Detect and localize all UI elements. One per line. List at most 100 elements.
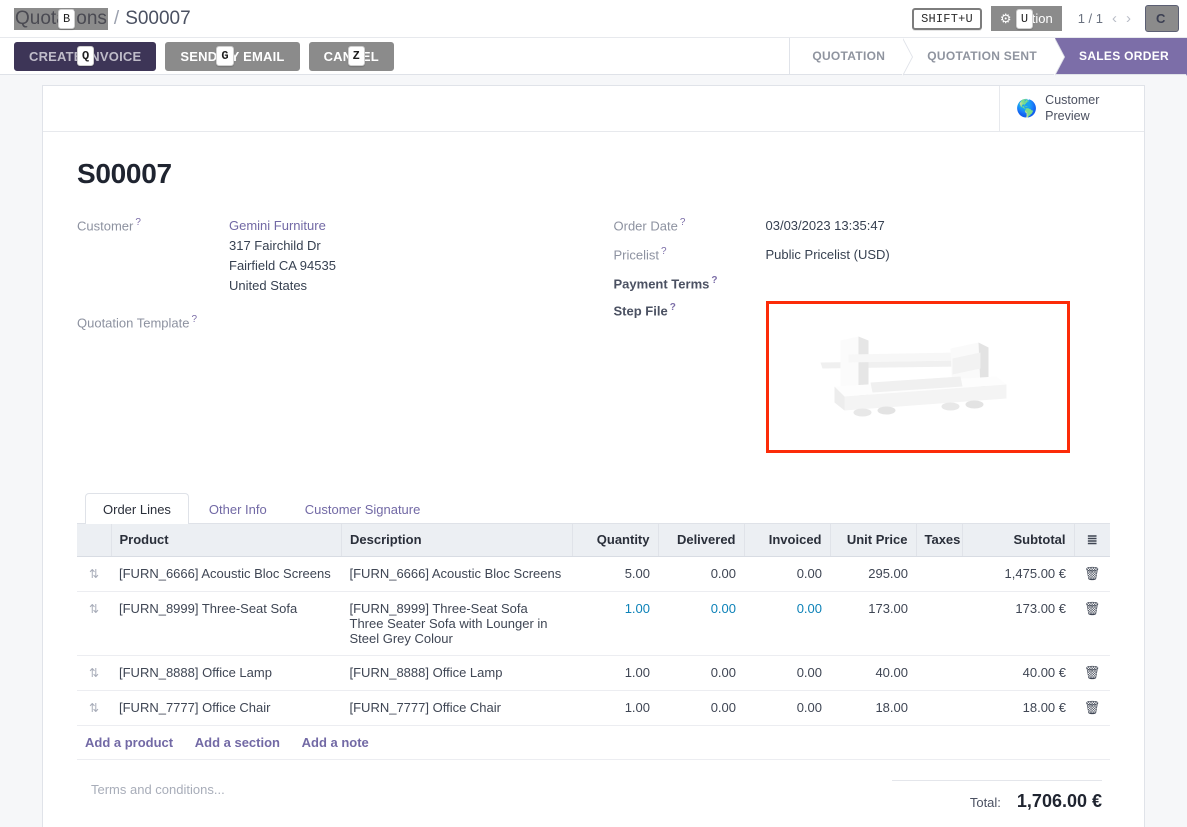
accesskey-hint-create-invoice: Q [77, 46, 95, 66]
send-by-email-button[interactable]: SEND BY EMAIL G [165, 41, 300, 71]
help-icon-step-file[interactable]: ? [669, 301, 676, 313]
breadcrumb-current: S00007 [125, 7, 191, 29]
pager-count: 1 / 1 [1077, 11, 1103, 26]
form-sheet: 🌎 Customer Preview S00007 Customer? Gemi… [42, 85, 1145, 827]
delete-row-icon[interactable]: 🗑 [1074, 690, 1110, 726]
shortcut-pill: SHIFT+U [912, 7, 982, 30]
cell-invoiced[interactable]: 0.00 [744, 556, 830, 592]
cell-delivered[interactable]: 0.00 [658, 690, 744, 726]
delete-row-icon[interactable]: 🗑 [1074, 655, 1110, 691]
add-line-cell: Add a product Add a section Add a note [77, 725, 1110, 760]
cell-product[interactable]: [FURN_7777] Office Chair [111, 690, 342, 726]
row-drag-handle[interactable]: ⇅ [77, 690, 111, 726]
help-icon-order-date[interactable]: ? [679, 217, 686, 228]
col-product: Product [111, 523, 342, 557]
action-menu-button[interactable]: ⚙ Action U [990, 6, 1062, 31]
field-quotation-template-label-text: Quotation Template [77, 314, 190, 330]
cell-quantity[interactable]: 5.00 [572, 556, 658, 592]
cell-delivered[interactable]: 0.00 [658, 591, 744, 656]
cell-unit-price[interactable]: 173.00 [830, 591, 916, 656]
column-options-icon[interactable]: ≣ [1074, 523, 1110, 557]
cell-description[interactable]: [FURN_8999] Three-Seat Sofa Three Seater… [341, 591, 572, 656]
col-invoiced: Invoiced [744, 523, 831, 557]
help-icon-customer[interactable]: ? [135, 217, 141, 228]
row-drag-handle[interactable]: ⇅ [77, 655, 111, 691]
col-delivered: Delivered [658, 523, 745, 557]
cell-unit-price[interactable]: 40.00 [830, 655, 916, 691]
edge-cut-button[interactable]: C [1145, 5, 1179, 32]
table-row[interactable]: ⇅ [FURN_8999] Three-Seat Sofa [FURN_8999… [77, 591, 1110, 656]
breadcrumb-parent-quotations[interactable]: Quotations B [14, 7, 108, 30]
help-icon-pricelist[interactable]: ? [661, 246, 667, 258]
step-file-3d-viewer[interactable] [765, 300, 1070, 453]
help-icon-quotation-template[interactable]: ? [191, 313, 198, 325]
field-pricelist-value[interactable]: Public Pricelist (USD) [765, 247, 890, 263]
delete-row-icon[interactable]: 🗑 [1074, 556, 1110, 592]
cell-taxes[interactable] [916, 556, 962, 592]
cell-quantity[interactable]: 1.00 [572, 655, 658, 691]
status-bar: QUOTATION QUOTATION SENT SALES ORDER [789, 38, 1187, 76]
breadcrumb: Quotations B / S00007 [14, 7, 191, 30]
add-a-product-link[interactable]: Add a product [85, 734, 174, 750]
customer-link[interactable]: Gemini Furniture [229, 218, 326, 233]
cell-invoiced[interactable]: 0.00 [744, 591, 830, 656]
cell-quantity[interactable]: 1.00 [572, 690, 658, 726]
accesskey-hint-send-email: G [216, 46, 234, 66]
cancel-button[interactable]: CANCEL Z [308, 41, 394, 71]
cell-delivered[interactable]: 0.00 [658, 655, 744, 691]
cell-unit-price[interactable]: 18.00 [830, 690, 916, 726]
field-pricelist-label-text: Pricelist [613, 247, 660, 263]
cell-product[interactable]: [FURN_8999] Three-Seat Sofa [111, 591, 342, 656]
cell-invoiced[interactable]: 0.00 [744, 690, 830, 726]
terms-and-conditions-input[interactable]: Terms and conditions... [91, 781, 225, 797]
accesskey-hint-breadcrumb: B [58, 8, 76, 29]
create-invoice-button[interactable]: CREATE INVOICE Q [14, 41, 157, 71]
cell-taxes[interactable] [916, 655, 962, 691]
drag-handle-icon: ⇅ [88, 566, 100, 581]
delete-row-icon[interactable]: 🗑 [1074, 591, 1110, 656]
smart-button-box: 🌎 Customer Preview [43, 86, 1144, 132]
cell-description[interactable]: [FURN_6666] Acoustic Bloc Screens [341, 556, 572, 592]
status-step-quotation[interactable]: QUOTATION [790, 38, 914, 76]
table-row[interactable]: ⇅ [FURN_7777] Office Chair [FURN_7777] O… [77, 690, 1110, 726]
notebook: Order Lines Other Info Customer Signatur… [77, 492, 1110, 812]
row-drag-handle[interactable]: ⇅ [77, 556, 111, 592]
cell-taxes[interactable] [916, 690, 962, 726]
cell-description[interactable]: [FURN_7777] Office Chair [341, 690, 572, 726]
order-lines-header-row: Product Description Quantity Delivered I… [77, 523, 1110, 557]
cell-delivered[interactable]: 0.00 [658, 556, 744, 592]
cell-invoiced[interactable]: 0.00 [744, 655, 830, 691]
help-icon-payment-terms[interactable]: ? [711, 275, 718, 287]
col-unit-price: Unit Price [830, 523, 917, 557]
status-step-sales-order[interactable]: SALES ORDER [1055, 38, 1187, 76]
cell-subtotal: 1,475.00 € [962, 556, 1074, 592]
cell-description[interactable]: [FURN_8888] Office Lamp [341, 655, 572, 691]
status-step-quotation-sent[interactable]: QUOTATION SENT [903, 38, 1065, 76]
tab-other-info[interactable]: Other Info [191, 493, 285, 524]
tab-other-info-label: Other Info [208, 501, 267, 517]
cell-taxes[interactable] [916, 591, 962, 656]
customer-address-line1: 317 Fairchild Dr [229, 238, 321, 254]
table-row[interactable]: ⇅ [FURN_8888] Office Lamp [FURN_8888] Of… [77, 655, 1110, 691]
drag-handle-icon: ⇅ [88, 700, 100, 715]
add-a-section-link[interactable]: Add a section [194, 734, 280, 750]
pager-next-icon[interactable]: › [1126, 10, 1131, 27]
cell-quantity[interactable]: 1.00 [572, 591, 658, 656]
add-a-note-link[interactable]: Add a note [301, 734, 369, 750]
pager-previous-icon[interactable]: ‹ [1112, 10, 1117, 27]
cell-unit-price[interactable]: 295.00 [830, 556, 916, 592]
cell-description-main: [FURN_8999] Three-Seat Sofa [349, 600, 528, 616]
cell-product[interactable]: [FURN_8888] Office Lamp [111, 655, 342, 691]
row-drag-handle[interactable]: ⇅ [77, 591, 111, 656]
table-row[interactable]: ⇅ [FURN_6666] Acoustic Bloc Screens [FUR… [77, 556, 1110, 592]
order-footer: Terms and conditions... Total: 1,706.00 … [77, 760, 1110, 812]
tab-order-lines[interactable]: Order Lines [85, 492, 189, 524]
field-order-date-value[interactable]: 03/03/2023 13:35:47 [765, 218, 885, 233]
cell-product[interactable]: [FURN_6666] Acoustic Bloc Screens [111, 556, 342, 592]
total-label: Total: [969, 794, 1001, 810]
status-step-quotation-label: QUOTATION [812, 49, 886, 63]
fields-grid: Customer? Gemini Furniture 317 Fairchild… [77, 216, 1110, 462]
col-handle [77, 523, 112, 557]
tab-customer-signature[interactable]: Customer Signature [287, 493, 439, 524]
customer-preview-button[interactable]: 🌎 Customer Preview [999, 86, 1144, 131]
